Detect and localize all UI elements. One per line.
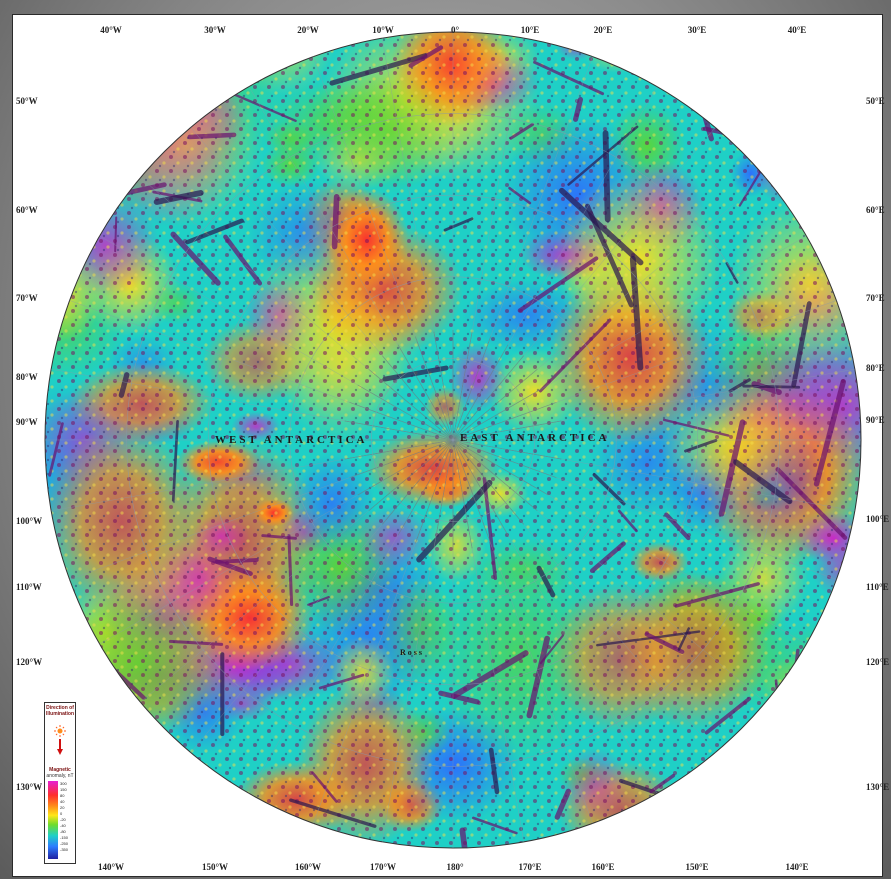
longitude-label: 100°E bbox=[866, 514, 889, 524]
legend-title-line2: Illumination bbox=[45, 711, 75, 717]
longitude-label: 60°W bbox=[16, 205, 38, 215]
longitude-label: 40°E bbox=[788, 25, 807, 35]
longitude-label: 20°W bbox=[297, 25, 319, 35]
left-longitude-labels: 50°W 60°W 70°W 80°W 90°W 100°W 110°W 120°W 130°W bbox=[16, 96, 42, 792]
longitude-label: 0° bbox=[451, 25, 460, 35]
legend-title-line1: Direction of bbox=[46, 705, 74, 711]
scale-unit: anomaly, nT bbox=[46, 773, 74, 779]
longitude-label: 90°E bbox=[866, 415, 885, 425]
longitude-label: 140°E bbox=[785, 862, 808, 872]
bottom-longitude-labels: 140°W 150°W 160°W 170°W 180° 170°E 160°E 150°E 1… bbox=[98, 862, 809, 872]
longitude-label: 80°E bbox=[866, 363, 885, 373]
legend-tick: 0 bbox=[60, 811, 63, 816]
longitude-label: 150°W bbox=[202, 862, 228, 872]
legend-tick: 80 bbox=[60, 793, 65, 798]
legend-tick: -40 bbox=[60, 823, 66, 828]
scale-title: Magnetic bbox=[49, 767, 71, 773]
longitude-label: 50°E bbox=[866, 96, 885, 106]
top-longitude-labels: 40°W 30°W 20°W 10°W 0° 10°E 20°E 30°E 40°E bbox=[100, 25, 806, 35]
longitude-label: 30°W bbox=[204, 25, 226, 35]
longitude-label: 160°W bbox=[295, 862, 321, 872]
longitude-label: 50°W bbox=[16, 96, 38, 106]
legend-tick: 150 bbox=[60, 787, 67, 792]
longitude-label: 20°E bbox=[594, 25, 613, 35]
longitude-label: 160°E bbox=[591, 862, 614, 872]
longitude-label: 60°E bbox=[866, 205, 885, 215]
longitude-label: 170°W bbox=[370, 862, 396, 872]
legend-tick: -20 bbox=[60, 817, 66, 822]
legend-tick: -350 bbox=[60, 847, 69, 852]
longitude-label: 180° bbox=[446, 862, 464, 872]
longitude-label: 120°W bbox=[16, 657, 42, 667]
longitude-label: 110°W bbox=[16, 582, 42, 592]
longitude-label: 130°W bbox=[16, 782, 42, 792]
west-antarctica-label: WEST ANTARCTICA bbox=[215, 434, 367, 446]
legend-tick: -150 bbox=[60, 835, 69, 840]
legend-tick: 40 bbox=[60, 799, 65, 804]
longitude-label: 120°E bbox=[866, 657, 889, 667]
longitude-label: 150°E bbox=[685, 862, 708, 872]
graticule bbox=[45, 32, 861, 848]
legend-tick: 20 bbox=[60, 805, 65, 810]
longitude-label: 10°W bbox=[372, 25, 394, 35]
legend-tick: -80 bbox=[60, 829, 66, 834]
longitude-label: 70°W bbox=[16, 293, 38, 303]
ross-label: Ross bbox=[400, 648, 424, 657]
longitude-label: 140°W bbox=[98, 862, 124, 872]
longitude-label: 40°W bbox=[100, 25, 122, 35]
longitude-label: 30°E bbox=[688, 25, 707, 35]
longitude-label: 70°E bbox=[866, 293, 885, 303]
legend-tick: 300 bbox=[60, 781, 67, 786]
illumination-sun-icon bbox=[54, 725, 66, 737]
color-scale-ticks: 300 150 80 40 20 0 -20 -40 -80 -150 -250 -350 bbox=[60, 781, 74, 859]
longitude-label: 10°E bbox=[521, 25, 540, 35]
illumination-arrow-icon bbox=[57, 739, 63, 755]
longitude-label: 110°E bbox=[866, 582, 889, 592]
color-scale-bar bbox=[48, 781, 58, 859]
longitude-label: 90°W bbox=[16, 417, 38, 427]
legend-tick: -250 bbox=[60, 841, 69, 846]
longitude-label: 170°E bbox=[518, 862, 541, 872]
longitude-label: 80°W bbox=[16, 372, 38, 382]
longitude-label: 100°W bbox=[16, 516, 42, 526]
longitude-label: 130°E bbox=[866, 782, 889, 792]
right-longitude-labels: 50°E 60°E 70°E 80°E 90°E 100°E 110°E 120°E 130°E bbox=[866, 96, 889, 792]
legend-panel: Direction of Illumination Magnetic anoma… bbox=[44, 702, 76, 864]
east-antarctica-label: EAST ANTARCTICA bbox=[460, 432, 609, 444]
